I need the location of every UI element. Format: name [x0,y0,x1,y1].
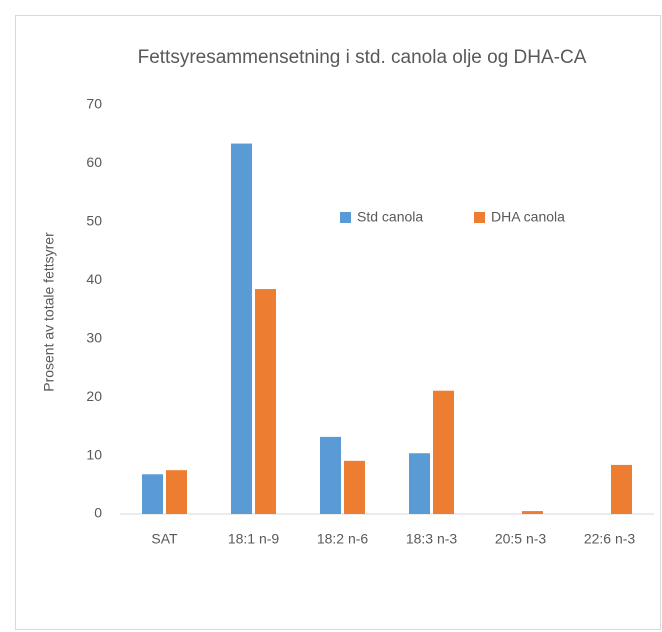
y-tick-label: 50 [86,213,102,229]
bar [320,436,341,514]
x-tick-label: 18:3 n-3 [406,531,458,547]
bar [522,511,543,514]
bar [142,474,163,514]
x-tick-label: 20:5 n-3 [495,531,547,547]
y-tick-label: 70 [86,96,102,112]
y-tick-label: 30 [86,329,102,345]
y-tick-label: 40 [86,271,102,287]
x-tick-label: 18:2 n-6 [317,531,369,547]
x-tick-label: SAT [151,531,178,547]
legend-label: Std canola [357,209,423,225]
y-axis-title: Prosent av totale fettsyrer [41,232,57,392]
y-tick-label: 0 [94,505,102,521]
bar [166,470,187,514]
bar [344,460,365,514]
bar [255,289,276,514]
x-tick-label: 22:6 n-3 [584,531,636,547]
bar [409,453,430,514]
bar [611,464,632,514]
legend-swatch [340,212,351,223]
y-tick-label: 10 [86,446,102,462]
legend-swatch [474,212,485,223]
chart-title: Fettsyresammensetning i std. canola olje… [138,47,587,68]
legend-label: DHA canola [491,209,565,225]
chart-frame [15,15,661,630]
x-tick-label: 18:1 n-9 [228,531,280,547]
bar [433,390,454,514]
bar [231,143,252,514]
y-tick-label: 60 [86,154,102,170]
y-tick-label: 20 [86,388,102,404]
